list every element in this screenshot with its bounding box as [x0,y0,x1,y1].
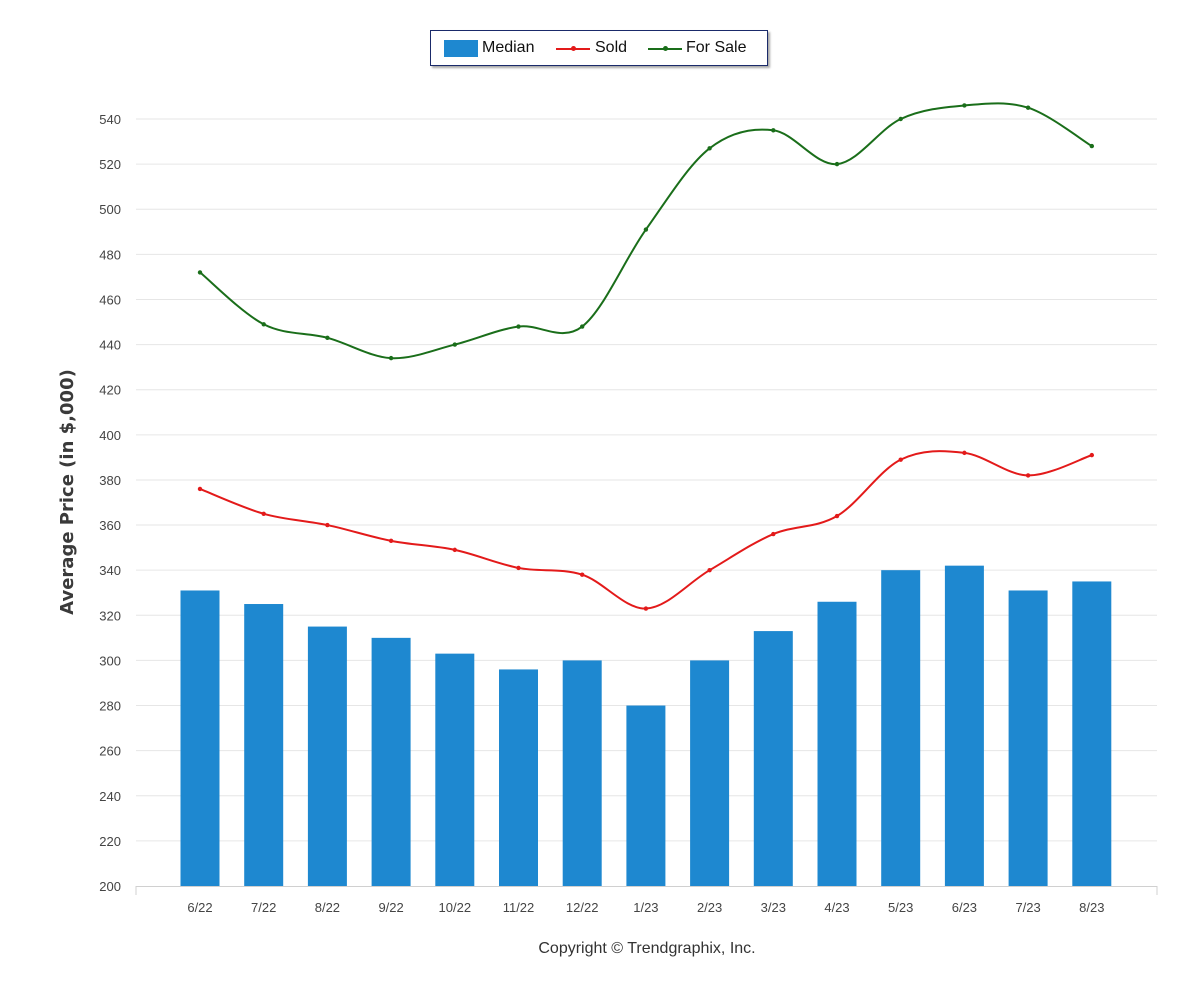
median-bar [944,565,984,886]
median-bar [244,604,284,886]
median-legend-swatch [444,40,478,57]
sold-point [834,513,840,519]
legend: Median Sold For Sale [430,30,768,66]
x-tick-label: 2/23 [697,900,722,915]
sold-point [580,572,585,577]
y-tick-label: 300 [99,653,121,668]
y-tick-label: 200 [99,879,121,894]
median-bar [881,570,921,886]
forsale-point [452,342,457,347]
sold-point [388,538,394,544]
y-tick-label: 500 [99,202,121,217]
median-bar [817,601,857,886]
price-lines [197,102,1095,611]
sold-legend-dot [571,46,576,51]
x-tick-label: 6/23 [952,900,977,915]
forsale-point [325,335,330,341]
x-tick-label: 9/22 [378,900,403,915]
y-axis-title: Average Price (in $,000) [57,369,78,615]
sold-point [452,547,457,553]
x-tick-label: 5/23 [888,900,913,915]
y-tick-label: 360 [99,518,121,533]
x-tick-label: 6/22 [187,900,212,915]
y-tick-label: 440 [99,338,121,353]
forsale-point [197,270,203,275]
x-tick-label: 11/22 [503,900,535,915]
sold-legend-label: Sold [595,39,628,56]
x-tick-label: 1/23 [633,900,658,915]
x-tick-label: 8/23 [1079,900,1104,915]
y-tick-label: 540 [99,112,121,127]
copyright-text: Copyright © Trendgraphix, Inc. [538,940,756,957]
forsale-point [707,146,712,151]
forsale-point [834,161,840,167]
forsale-point [898,116,903,122]
median-legend-label: Median [482,39,535,56]
forsale-point [1025,105,1031,110]
forsale-legend-dot [663,46,668,51]
forsale-point [643,227,649,232]
y-tick-label: 340 [99,563,121,578]
y-tick-label: 220 [99,834,121,849]
median-bars [180,565,1112,886]
sold-point [261,511,266,516]
sold-point [1089,452,1095,458]
sold-point [325,522,330,528]
sold-point [643,606,649,611]
y-tick-label: 280 [99,699,121,714]
median-bar [1072,581,1112,886]
x-tick-label: 10/22 [439,900,472,915]
sold-point [962,450,967,456]
y-tick-label: 520 [99,157,121,172]
gridlines [136,118,1157,842]
x-tick-label: 12/22 [566,900,599,915]
y-tick-label: 320 [99,608,121,623]
x-tick-label: 7/22 [251,900,276,915]
x-tick-label: 3/23 [761,900,786,915]
median-bar [690,660,730,886]
median-bar [435,653,475,886]
sold-point [898,457,903,462]
median-bar [626,705,666,886]
median-bar [562,660,602,886]
median-bar [307,626,347,886]
x-tick-label: 4/23 [824,900,849,915]
y-tick-label: 480 [99,247,121,262]
sold-point [1025,473,1031,478]
forsale-point [580,324,585,329]
forsale-legend-label: For Sale [686,39,747,56]
median-bar [753,631,793,886]
x-tick-label: 7/23 [1015,900,1040,915]
forsale-point [388,355,394,361]
y-tick-label: 400 [99,428,121,443]
forsale-point [516,324,521,329]
median-bar [1008,590,1048,886]
y-tick-label: 240 [99,789,121,804]
x-tick-label: 8/22 [315,900,340,915]
forsale-point [261,322,266,327]
y-tick-label: 380 [99,473,121,488]
median-bar [499,669,538,886]
forsale-point [1089,143,1095,149]
sold-point [707,567,712,573]
axes: 200 220 240 260 280 300 320 340 360 380 400 420 440 4… [99,112,1158,915]
sold-point [516,565,521,571]
sold-point [771,531,776,537]
forsale-point [771,128,776,133]
median-bar [371,637,411,886]
forsale-point [962,103,967,108]
median-bar [180,590,220,886]
y-tick-label: 260 [99,744,121,759]
y-tick-label: 420 [99,383,121,398]
sold-point [197,486,203,492]
y-tick-label: 460 [99,292,121,307]
